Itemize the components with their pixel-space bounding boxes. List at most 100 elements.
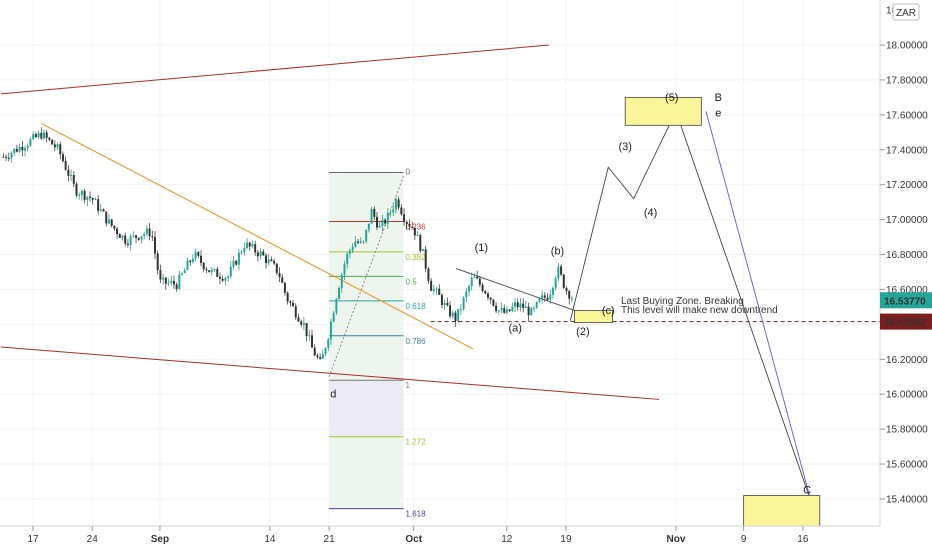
candle-body — [351, 246, 354, 251]
candle-body — [218, 276, 221, 279]
x-tick-label: Oct — [405, 534, 422, 545]
currency-badge: ZAR — [892, 3, 920, 21]
candle-body — [554, 278, 557, 288]
candle-body — [254, 244, 257, 253]
x-tick-label: 9 — [741, 534, 747, 545]
candle-body — [438, 288, 441, 295]
candle-body — [468, 286, 471, 292]
candle-body — [570, 298, 573, 300]
candle-body — [40, 132, 43, 139]
candle-body — [275, 263, 278, 274]
wave-label: (1) — [475, 242, 488, 254]
fib-level-label: 0 — [406, 167, 411, 176]
candle-body — [37, 132, 40, 138]
candle-body — [113, 225, 116, 229]
candle-body — [543, 295, 546, 298]
candle-body — [137, 237, 140, 240]
y-tick-label: 17.20000 — [886, 180, 928, 191]
candle-body — [495, 305, 498, 312]
candle-body — [560, 266, 563, 275]
wave-label: (a) — [508, 322, 521, 334]
candle-body — [549, 294, 552, 300]
candle-body — [443, 302, 446, 306]
fib-band-extension-2 — [329, 436, 404, 509]
candle-body — [143, 233, 146, 237]
candle-body — [278, 273, 281, 278]
candle-body — [270, 259, 273, 262]
buy-zone — [574, 309, 613, 324]
candle-body — [105, 211, 108, 224]
candle-body — [457, 308, 460, 322]
candle-body — [235, 260, 238, 265]
candle-body — [116, 228, 119, 235]
candle-body — [378, 225, 381, 228]
candle-body — [7, 157, 10, 159]
y-tick-label: 16.20000 — [886, 355, 928, 366]
candle-body — [478, 278, 481, 285]
candle-body — [419, 234, 422, 252]
price-axis[interactable]: 18.00000 17.80000 17.60000 17.40000 17.20000… — [879, 0, 932, 526]
candle-body — [118, 234, 121, 238]
candle-body — [232, 260, 235, 267]
candle-body — [357, 241, 360, 243]
candle-body — [56, 144, 59, 148]
price-badge-label: 16.53770 — [884, 296, 926, 307]
candle-body — [365, 229, 368, 242]
candle-body — [459, 308, 462, 310]
candle-body — [484, 291, 487, 294]
candle-body — [86, 196, 89, 200]
candle-body — [527, 306, 530, 316]
candle-body — [568, 291, 571, 299]
fib-level-label: 0.618 — [406, 302, 427, 311]
candle-body — [405, 221, 408, 224]
candle-body — [473, 276, 476, 278]
candle-body — [13, 148, 16, 153]
candle-body — [183, 269, 186, 274]
candle-body — [500, 308, 503, 311]
y-tick-label: 17.00000 — [886, 215, 928, 226]
candle-body — [519, 303, 522, 308]
candle-body — [289, 301, 292, 303]
candle-body — [29, 139, 32, 146]
target-zones — [574, 96, 821, 528]
candle-body — [210, 269, 213, 273]
candle-body — [373, 208, 376, 217]
candle-body — [197, 252, 200, 256]
candle-body — [408, 223, 411, 227]
wave-label: d — [330, 389, 336, 401]
candle-body — [153, 236, 156, 254]
x-tick-label: 24 — [87, 534, 99, 545]
candle-body — [24, 148, 27, 151]
wave-label: (5) — [665, 92, 678, 104]
candle-body — [132, 235, 135, 237]
candle-body — [91, 197, 94, 200]
candle-body — [256, 252, 259, 257]
candle-body — [446, 302, 449, 306]
time-axis[interactable]: 17 24 Sep 14 21 Oct 12 19 Nov 9 16 — [0, 525, 932, 550]
candle-body — [97, 199, 100, 211]
candle-body — [59, 144, 62, 155]
candle-body — [224, 278, 227, 281]
candle-body — [102, 209, 105, 212]
candle-body — [140, 236, 143, 240]
wave-labels: (1) (a) (b) (c) (2) (3) (4) (5) Be d C — [330, 92, 811, 497]
candle-body — [400, 207, 403, 215]
candle-body — [300, 321, 303, 325]
candle-body — [259, 251, 262, 257]
fib-level-label: 0.236 — [406, 222, 427, 231]
candle-body — [416, 234, 419, 236]
wave-label: C — [803, 485, 811, 497]
candle-body — [321, 353, 324, 359]
fib-level-label: 0.786 — [406, 337, 427, 346]
candle-body — [10, 152, 13, 159]
candle-body — [411, 226, 414, 228]
candle-body — [286, 292, 289, 302]
price-badge — [880, 313, 932, 330]
candle-body — [535, 301, 538, 308]
y-tick-label: 17.40000 — [886, 145, 928, 156]
x-tick-label: 17 — [27, 534, 39, 545]
candle-body — [156, 253, 159, 271]
buy-zone-annotation: Last Buying Zone. Breaking This level wi… — [621, 296, 778, 316]
candle-body — [292, 302, 295, 307]
